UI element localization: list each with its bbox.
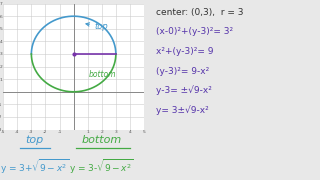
Text: y= 3±√9-x²: y= 3±√9-x² [156, 105, 208, 115]
Text: bottom: bottom [82, 135, 122, 145]
Text: center: (0,3),  r = 3: center: (0,3), r = 3 [156, 8, 243, 17]
Text: top: top [86, 22, 108, 32]
Text: y-3= ±√9-x²: y-3= ±√9-x² [156, 86, 212, 95]
Text: y = 3+$\sqrt{9-x^2}$: y = 3+$\sqrt{9-x^2}$ [0, 157, 69, 176]
Text: x²+(y-3)²= 9: x²+(y-3)²= 9 [156, 47, 213, 56]
Text: y = 3-$\sqrt{9-x^2}$: y = 3-$\sqrt{9-x^2}$ [69, 157, 134, 176]
Text: (x-0)²+(y-3)²= 3²: (x-0)²+(y-3)²= 3² [156, 27, 233, 36]
Text: top: top [25, 135, 43, 145]
Text: (y-3)²= 9-x²: (y-3)²= 9-x² [156, 66, 209, 75]
Text: bottom: bottom [88, 70, 116, 79]
